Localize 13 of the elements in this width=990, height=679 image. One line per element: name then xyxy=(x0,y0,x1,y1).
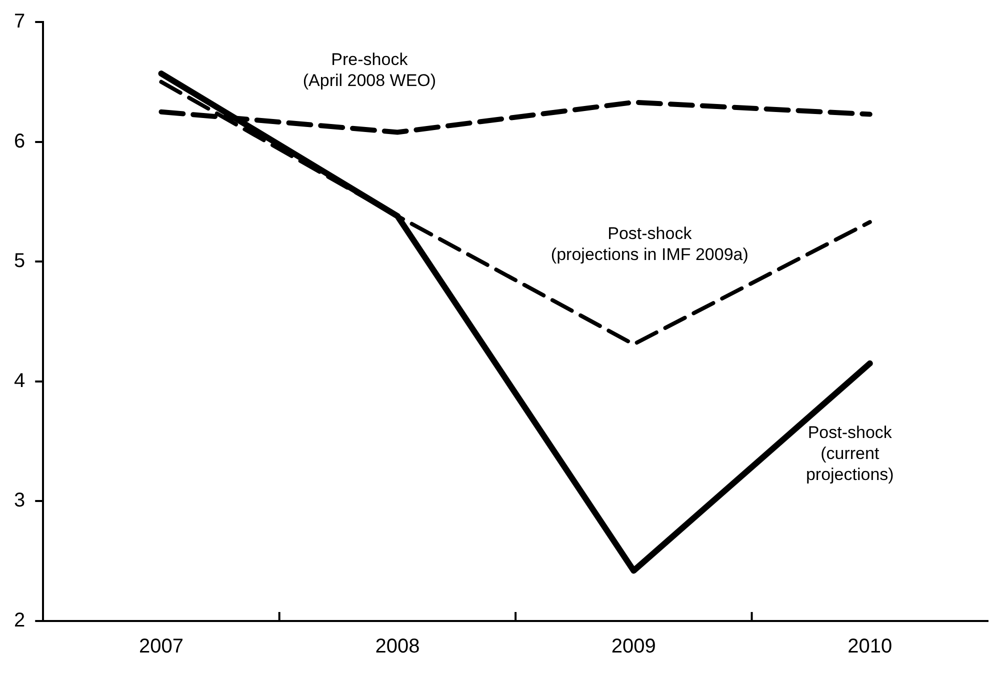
y-tick-label: 3 xyxy=(14,490,26,512)
y-tick-label: 4 xyxy=(14,370,26,392)
y-tick-label: 5 xyxy=(14,250,26,272)
x-tick-label: 2010 xyxy=(848,636,892,658)
series-label: Post-shock (projections in IMF 2009a) xyxy=(550,224,748,264)
text: Pre-shock (April 2008 WEO) xyxy=(302,50,436,90)
y-tick-label: 6 xyxy=(14,130,26,152)
y-tick-label: 7 xyxy=(14,10,26,33)
x-tick-label: 2009 xyxy=(611,636,656,658)
series-label: Post-shock (current projections) xyxy=(806,423,894,484)
x-tick-label: 2008 xyxy=(375,636,420,658)
y-tick-label: 2 xyxy=(14,610,26,632)
x-tick-label: 2007 xyxy=(138,636,184,658)
